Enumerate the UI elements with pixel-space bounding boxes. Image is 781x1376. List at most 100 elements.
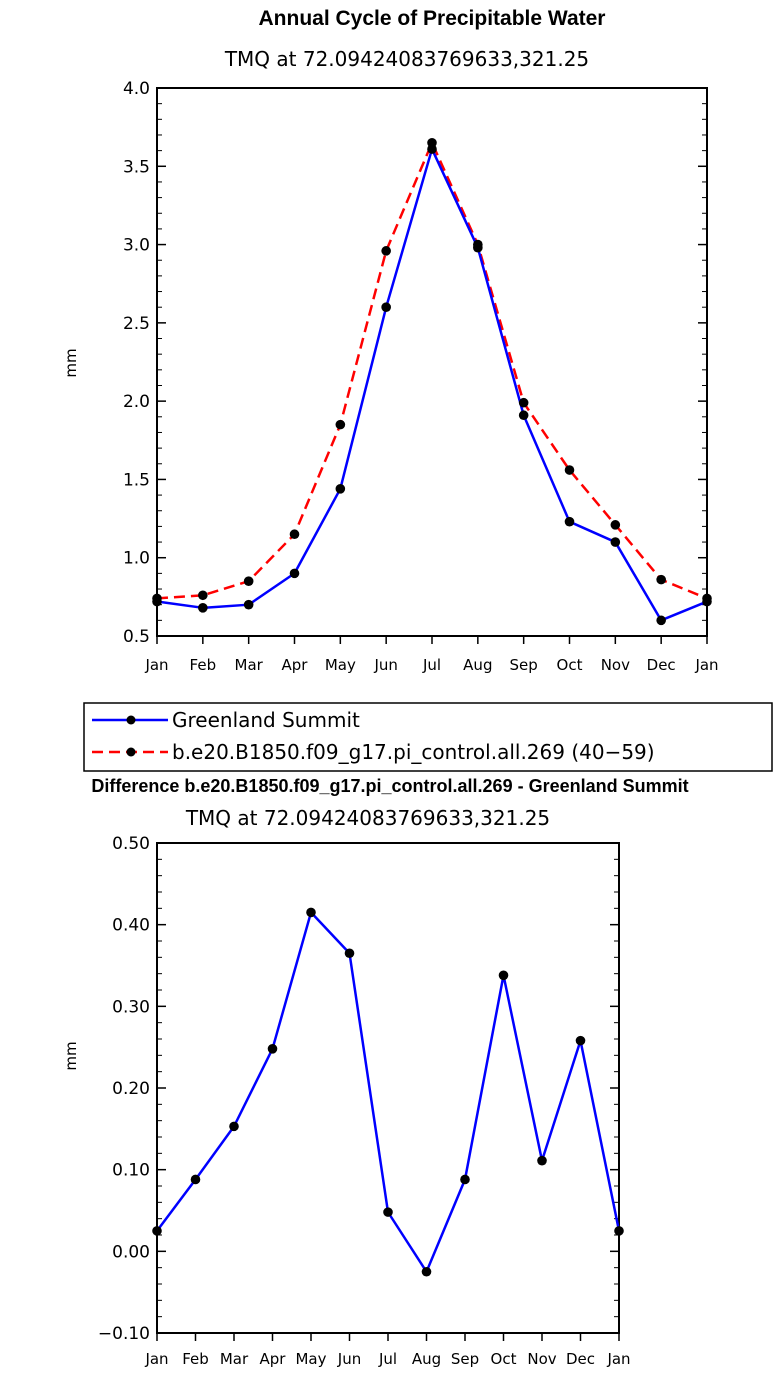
chart1-series [152,138,712,626]
chart2-xtick-label: Sep [451,1350,479,1368]
chart2-xtick-label: Dec [566,1350,595,1368]
chart2-ytick-label: 0.50 [112,834,150,854]
chart1-xtick-label: Aug [463,656,492,674]
chart2-xtick-label: Oct [491,1350,517,1368]
chart2-subtitle: TMQ at 72.09424083769633,321.25 [185,806,550,830]
chart1-ytick-label: 1.0 [123,549,150,569]
chart1-point-s0-6 [427,144,437,154]
legend-label-model: b.e20.B1850.f09_g17.pi_control.all.269 (… [172,740,655,764]
chart1-point-s0-3 [289,568,300,579]
chart1-point-s1-2 [243,576,254,586]
chart2-point-s0-9 [498,970,509,981]
chart2-ytick-label: −0.10 [98,1324,150,1344]
chart1-xtick-label: Apr [282,656,309,674]
chart2-point-s0-7 [421,1266,432,1277]
chart2-point-s0-4 [306,907,316,918]
chart2-ytick-label: 0.00 [112,1242,150,1262]
chart1-xtick-label: Feb [190,656,217,674]
chart1-xtick-label: Mar [235,656,264,674]
chart1-title: Annual Cycle of Precipitable Water [259,7,606,30]
chart2-axes: −0.10 0.00 0.10 0.20 0.30 0.40 0.50 Jan Feb Mar Ap… [98,834,631,1368]
chart2-ytick-label: 0.40 [112,916,150,936]
chart2-xtick-label: Jan [144,1350,168,1368]
chart2-xtick-label: Jun [337,1350,361,1368]
chart1-point-s0-9 [564,516,575,527]
chart1-xtick-label: May [325,656,356,674]
chart2-point-s0-10 [537,1155,547,1166]
chart2-point-s0-6 [383,1207,393,1217]
chart2-ytick-label: 0.30 [112,997,150,1017]
legend-label-greenland: Greenland Summit [172,708,360,732]
legend-marker-model [126,747,136,757]
chart-difference: Difference b.e20.B1850.f09_g17.pi_contro… [62,776,689,1368]
chart1-ytick-label: 4.0 [123,79,150,99]
chart1-series-line-0 [156,147,708,622]
chart1-ytick-label: 3.5 [123,157,150,177]
chart1-y-label: mm [62,348,80,377]
chart1-point-s0-2 [243,599,254,610]
chart2-point-s0-2 [229,1121,239,1132]
chart2-y-label: mm [62,1041,80,1070]
chart2-series [152,907,624,1277]
chart1-ytick-label: 2.5 [123,314,150,334]
chart2-xtick-label: Nov [527,1350,556,1368]
chart1-ytick-label: 2.0 [123,392,150,412]
chart1-point-s0-11 [656,615,666,626]
chart1-subtitle: TMQ at 72.09424083769633,321.25 [224,47,589,71]
chart1-plot-frame [156,87,708,637]
chart1-xtick-label: Jan [694,656,718,674]
chart1-point-s0-0 [152,596,162,607]
chart-precipitable-water: Annual Cycle of Precipitable Water TMQ a… [62,7,719,674]
chart2-point-s0-5 [344,948,355,959]
chart1-xtick-label: Oct [557,656,583,674]
chart1-point-s1-4 [335,419,346,430]
chart1-point-s1-11 [656,574,666,585]
chart2-point-s0-12 [614,1226,624,1236]
chart1-point-s1-1 [198,590,208,601]
chart2-xtick-label: May [295,1350,326,1368]
chart1-ytick-label: 3.0 [123,236,150,256]
chart1-xtick-label: Nov [601,656,630,674]
legend-box [83,702,773,772]
chart1-point-s1-10 [610,520,621,530]
chart1-point-s1-9 [564,465,575,475]
chart2-xtick-label: Aug [412,1350,441,1368]
chart2-ytick-label: 0.10 [112,1161,150,1181]
legend-marker-greenland [126,715,136,725]
chart1-point-s0-1 [198,603,208,613]
chart1-point-s0-5 [381,302,391,313]
chart1-point-s0-4 [335,484,346,494]
chart1-ytick-label: 1.5 [123,470,150,490]
chart1-ytick-label: 0.5 [123,627,150,647]
chart2-xtick-label: Feb [182,1350,209,1368]
chart1-xtick-label: Jul [422,656,441,674]
chart1-xtick-label: Jun [373,656,397,674]
chart2-point-s0-8 [460,1174,470,1185]
chart2-xtick-label: Apr [260,1350,287,1368]
chart2-point-s0-3 [267,1044,278,1054]
chart2-point-s0-11 [575,1035,586,1046]
chart1-point-s1-8 [518,397,529,408]
legend: Greenland Summit b.e20.B1850.f09_g17.pi_… [83,702,773,772]
chart1-point-s0-7 [473,242,483,253]
chart2-xtick-label: Jul [378,1350,397,1368]
chart1-point-s0-10 [610,537,621,547]
chart2-xtick-label: Jan [606,1350,630,1368]
chart1-series-line-1 [156,141,708,600]
chart2-series-line-0 [155,911,621,1273]
chart1-xtick-label: Dec [647,656,676,674]
chart2-xtick-label: Mar [220,1350,249,1368]
chart1-xtick-label: Sep [510,656,538,674]
chart1-xtick-label: Jan [144,656,168,674]
chart2-ytick-label: 0.20 [112,1079,150,1099]
chart2-title: Difference b.e20.B1850.f09_g17.pi_contro… [91,776,688,796]
chart2-plot-frame [156,842,620,1334]
chart1-axes: 0.5 1.0 1.5 2.0 2.5 3.0 3.5 4.0 Jan Feb Mar Apr May J… [123,79,719,674]
chart2-point-s0-1 [190,1174,201,1185]
chart1-point-s1-3 [289,529,300,540]
chart2-point-s0-0 [152,1226,162,1236]
chart1-point-s1-5 [381,246,391,256]
chart1-point-s0-12 [702,596,712,607]
chart1-point-s0-8 [518,410,529,421]
